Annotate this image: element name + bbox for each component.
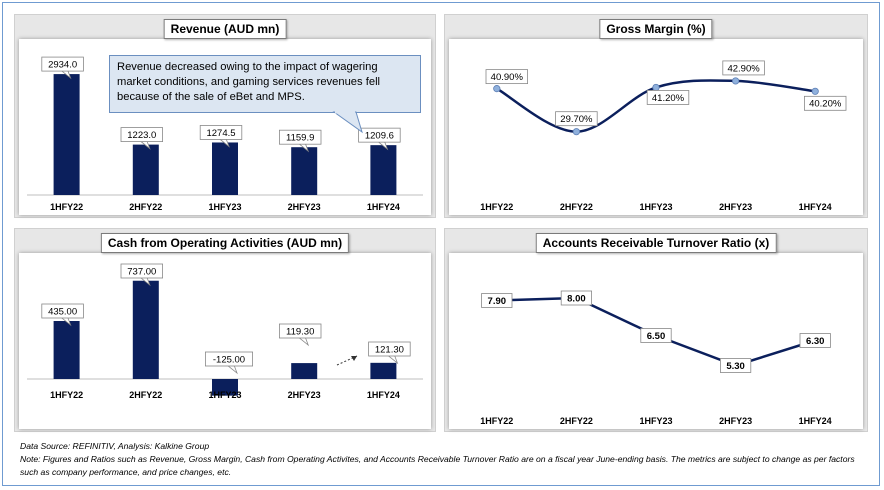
x-tick-1HFY23: 1HFY23 xyxy=(639,202,672,212)
data-label-2HFY22: 29.70% xyxy=(555,111,598,127)
svg-text:6.50: 6.50 xyxy=(647,331,666,342)
x-tick-2HFY22: 2HFY22 xyxy=(560,416,593,426)
data-label-1HFY24: 6.30 xyxy=(799,333,831,348)
ar-turnover-title: Accounts Receivable Turnover Ratio (x) xyxy=(535,233,777,253)
ar-turnover-panel: 7.90 1HFY22 8.00 2HFY22 6.50 1HFY23 5.30 2HFY23… xyxy=(444,228,868,432)
bar-1HFY24 xyxy=(370,362,397,379)
revenue-callout: Revenue decreased owing to the impact of… xyxy=(109,55,421,113)
x-tick-1HFY23: 1HFY23 xyxy=(639,416,672,426)
data-label-1HFY23: 41.20% xyxy=(646,90,690,105)
data-label-2HFY22: 8.00 xyxy=(560,290,592,306)
cash-ops-plot-area: 435.00 1HFY22 737.00 2HFY22 -125.00 1HFY23 119… xyxy=(19,253,431,429)
data-label-2HFY23: 1159.9 xyxy=(278,129,322,153)
bar-2HFY22 xyxy=(132,144,159,195)
x-tick-1HFY24: 1HFY24 xyxy=(799,202,832,212)
data-label-1HFY22: 2934.0 xyxy=(41,56,84,80)
svg-text:7.90: 7.90 xyxy=(488,296,507,307)
bar-1HFY22 xyxy=(53,74,80,195)
revenue-title: Revenue (AUD mn) xyxy=(163,19,287,39)
svg-text:435.00: 435.00 xyxy=(48,306,77,317)
data-label-1HFY22: 435.00 xyxy=(41,303,84,327)
footer-note: Note: Figures and Ratios such as Revenue… xyxy=(20,454,855,477)
x-tick-1HFY22: 1HFY22 xyxy=(50,202,83,212)
ar-turnover-chart: 7.90 1HFY22 8.00 2HFY22 6.50 1HFY23 5.30 2HFY23… xyxy=(480,290,832,426)
x-tick-1HFY22: 1HFY22 xyxy=(480,202,513,212)
gross-margin-plot-area: 40.90% 1HFY22 29.70% 2HFY22 41.20% 1HFY23 42.9… xyxy=(449,39,863,215)
footer-source: Data Source: REFINITIV, Analysis: Kalkin… xyxy=(20,441,210,451)
cash-ops-panel: 435.00 1HFY22 737.00 2HFY22 -125.00 1HFY23 119… xyxy=(14,228,436,432)
svg-text:1274.5: 1274.5 xyxy=(206,128,235,139)
ar-turnover-plot-area: 7.90 1HFY22 8.00 2HFY22 6.50 1HFY23 5.30 2HFY23… xyxy=(449,253,863,429)
svg-text:119.30: 119.30 xyxy=(286,326,314,337)
data-label-2HFY23: 5.30 xyxy=(719,358,752,373)
data-label-1HFY24: 121.30 xyxy=(368,341,411,365)
svg-text:1209.6: 1209.6 xyxy=(365,131,394,142)
x-tick-2HFY22: 2HFY22 xyxy=(560,202,593,212)
data-label-1HFY24: 40.20% xyxy=(803,95,847,111)
x-tick-2HFY22: 2HFY22 xyxy=(129,390,162,400)
svg-text:40.90%: 40.90% xyxy=(491,72,524,83)
point-1HFY24 xyxy=(811,87,819,95)
data-label-1HFY23: 1274.5 xyxy=(199,125,243,148)
data-label-2HFY23: 42.90% xyxy=(722,60,765,76)
bar-2HFY23 xyxy=(291,147,318,195)
data-label-2HFY22: 737.00 xyxy=(120,263,163,287)
svg-text:40.20%: 40.20% xyxy=(809,99,842,110)
svg-text:42.90%: 42.90% xyxy=(727,63,760,74)
svg-text:5.30: 5.30 xyxy=(726,361,745,372)
svg-text:1223.0: 1223.0 xyxy=(127,130,156,141)
bar-1HFY23 xyxy=(212,142,238,195)
bar-1HFY23 xyxy=(212,379,238,396)
arrow-head xyxy=(351,356,357,361)
point-1HFY23 xyxy=(652,83,660,92)
x-tick-2HFY23: 2HFY23 xyxy=(288,390,321,400)
svg-text:41.20%: 41.20% xyxy=(652,93,685,104)
bar-2HFY22 xyxy=(132,280,159,379)
revenue-chart: 2934.0 1HFY22 1223.0 2HFY22 1274.5 1HFY23 1159… xyxy=(27,56,423,212)
x-tick-1HFY22: 1HFY22 xyxy=(50,390,83,400)
bar-1HFY24 xyxy=(370,145,397,195)
x-tick-1HFY24: 1HFY24 xyxy=(367,202,400,212)
data-label-1HFY24: 1209.6 xyxy=(358,127,401,151)
x-tick-1HFY23: 1HFY23 xyxy=(208,390,241,400)
svg-text:737.00: 737.00 xyxy=(127,266,156,277)
x-tick-2HFY23: 2HFY23 xyxy=(288,202,321,212)
bar-1HFY22 xyxy=(53,321,80,379)
callout-pointer xyxy=(332,111,363,134)
gross-margin-chart: 40.90% 1HFY22 29.70% 2HFY22 41.20% 1HFY23 42.9… xyxy=(480,60,847,212)
svg-text:1159.9: 1159.9 xyxy=(286,133,314,144)
svg-text:-125.00: -125.00 xyxy=(213,354,245,365)
x-tick-1HFY23: 1HFY23 xyxy=(208,202,241,212)
data-label-1HFY23: -125.00 xyxy=(204,351,253,375)
x-tick-1HFY24: 1HFY24 xyxy=(799,416,832,426)
x-tick-1HFY22: 1HFY22 xyxy=(480,416,513,426)
data-label-1HFY22: 7.90 xyxy=(481,293,513,308)
cash-ops-chart: 435.00 1HFY22 737.00 2HFY22 -125.00 1HFY23 119… xyxy=(27,263,423,400)
data-label-2HFY22: 1223.0 xyxy=(120,127,163,150)
data-label-1HFY23: 6.50 xyxy=(640,328,672,343)
point-1HFY22 xyxy=(493,85,501,93)
gross-margin-panel: 40.90% 1HFY22 29.70% 2HFY22 41.20% 1HFY23 42.9… xyxy=(444,14,868,218)
point-2HFY22 xyxy=(572,128,581,136)
svg-text:121.30: 121.30 xyxy=(375,344,404,355)
x-tick-2HFY22: 2HFY22 xyxy=(129,202,162,212)
point-2HFY23 xyxy=(731,77,740,85)
revenue-panel: 2934.0 1HFY22 1223.0 2HFY22 1274.5 1HFY23 1159… xyxy=(14,14,436,218)
data-label-1HFY22: 40.90% xyxy=(485,69,528,85)
cash-ops-title: Cash from Operating Activities (AUD mn) xyxy=(100,233,350,253)
x-tick-1HFY24: 1HFY24 xyxy=(367,390,400,400)
svg-text:8.00: 8.00 xyxy=(567,293,586,304)
x-tick-2HFY23: 2HFY23 xyxy=(719,202,752,212)
x-tick-2HFY23: 2HFY23 xyxy=(719,416,752,426)
svg-text:29.70%: 29.70% xyxy=(560,114,593,125)
svg-text:6.30: 6.30 xyxy=(806,336,825,347)
gross-margin-title: Gross Margin (%) xyxy=(599,19,713,39)
bar-2HFY23 xyxy=(291,363,318,379)
data-label-2HFY23: 119.30 xyxy=(278,323,322,347)
svg-text:2934.0: 2934.0 xyxy=(48,59,77,70)
